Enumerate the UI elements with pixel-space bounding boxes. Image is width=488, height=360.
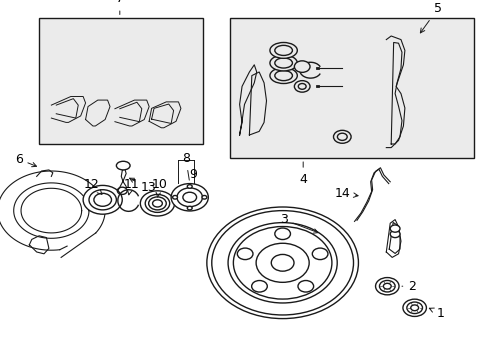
Text: 4: 4 <box>299 162 306 186</box>
Ellipse shape <box>389 225 399 232</box>
Ellipse shape <box>183 192 196 202</box>
Ellipse shape <box>269 55 297 71</box>
Ellipse shape <box>148 197 166 210</box>
Text: 14: 14 <box>334 187 357 200</box>
Ellipse shape <box>202 195 206 199</box>
Text: 6: 6 <box>15 153 37 167</box>
Ellipse shape <box>152 200 162 207</box>
Ellipse shape <box>227 222 337 303</box>
Text: 1: 1 <box>428 307 443 320</box>
Ellipse shape <box>116 161 130 170</box>
Ellipse shape <box>271 255 293 271</box>
Ellipse shape <box>83 185 122 214</box>
Ellipse shape <box>375 278 398 295</box>
Ellipse shape <box>187 185 192 188</box>
Ellipse shape <box>410 305 418 311</box>
Ellipse shape <box>402 299 426 316</box>
Ellipse shape <box>269 42 297 58</box>
Ellipse shape <box>312 248 327 260</box>
Text: 10: 10 <box>151 178 167 197</box>
Ellipse shape <box>294 61 309 72</box>
Ellipse shape <box>233 226 331 299</box>
Text: 13: 13 <box>129 178 156 194</box>
Ellipse shape <box>274 228 290 239</box>
Text: 11: 11 <box>123 178 139 195</box>
Ellipse shape <box>294 81 309 92</box>
Text: 9: 9 <box>189 168 197 184</box>
Ellipse shape <box>298 84 305 89</box>
Ellipse shape <box>237 248 252 260</box>
Ellipse shape <box>172 195 177 199</box>
Ellipse shape <box>274 58 292 68</box>
Ellipse shape <box>256 243 308 282</box>
Text: 7: 7 <box>116 0 123 14</box>
Ellipse shape <box>379 280 394 292</box>
Ellipse shape <box>145 194 169 212</box>
Ellipse shape <box>406 302 422 314</box>
Ellipse shape <box>89 190 116 210</box>
Ellipse shape <box>140 191 174 216</box>
Bar <box>39 18 203 144</box>
Ellipse shape <box>187 206 192 210</box>
Ellipse shape <box>274 71 292 81</box>
Text: 5: 5 <box>420 3 441 33</box>
Text: 2: 2 <box>401 280 415 293</box>
Text: 12: 12 <box>84 178 102 194</box>
Ellipse shape <box>171 184 208 211</box>
Text: 8: 8 <box>182 152 189 180</box>
Ellipse shape <box>177 188 202 207</box>
Ellipse shape <box>383 283 390 289</box>
Ellipse shape <box>251 280 267 292</box>
Ellipse shape <box>94 193 111 206</box>
Text: 3: 3 <box>279 213 318 233</box>
Ellipse shape <box>333 130 350 143</box>
Ellipse shape <box>274 45 292 55</box>
Ellipse shape <box>269 68 297 84</box>
Ellipse shape <box>206 207 358 319</box>
Ellipse shape <box>337 133 346 140</box>
Bar <box>229 18 473 158</box>
Ellipse shape <box>211 211 353 315</box>
Ellipse shape <box>389 230 399 238</box>
Ellipse shape <box>297 280 313 292</box>
